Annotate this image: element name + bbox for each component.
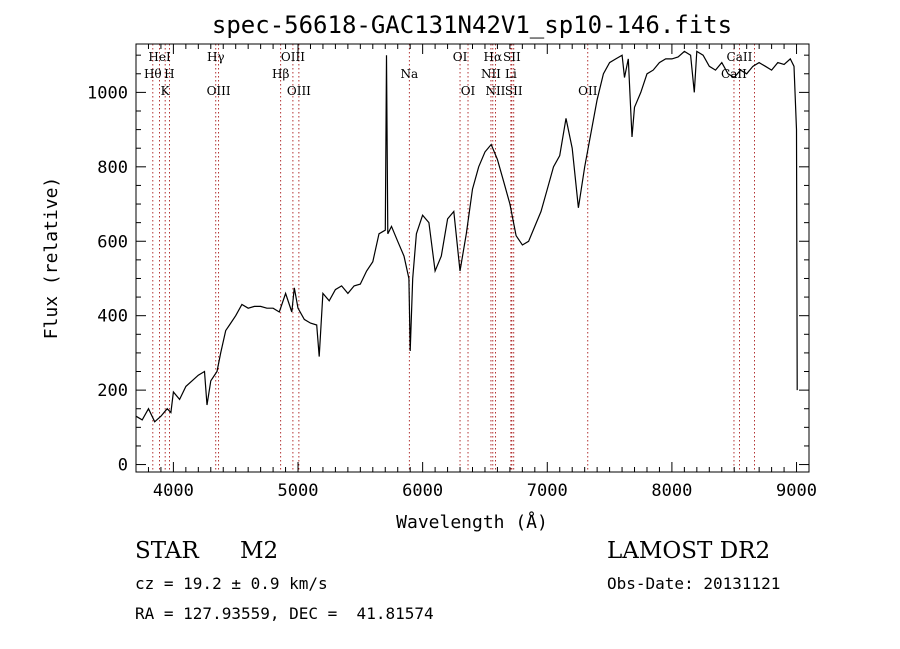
line-label-2: H: [164, 67, 174, 81]
plot-frame: [135, 43, 810, 473]
x-tick-label: 9000: [776, 481, 817, 501]
line-label-13: NII: [481, 67, 501, 81]
line-label-8: OIII: [287, 84, 311, 98]
line-label-0: HeI: [148, 50, 171, 64]
y-tick-label: 0: [118, 456, 128, 476]
object-class: STAR: [135, 538, 199, 564]
y-tick-label: 1000: [87, 83, 128, 103]
line-label-14: NII: [485, 84, 505, 98]
line-label-12: Hα: [484, 50, 503, 64]
x-tick-label: 6000: [402, 481, 443, 501]
x-axis-label: Wavelength (Å): [396, 511, 548, 533]
x-tick-label: 8000: [651, 481, 692, 501]
redshift-cz: cz = 19.2 ± 0.9 km/s: [135, 574, 328, 593]
survey-name: LAMOST DR2: [607, 538, 771, 564]
observation-date: Obs-Date: 20131121: [607, 574, 781, 593]
coordinates: RA = 127.93559, DEC = 41.81574: [135, 604, 434, 623]
line-label-15: SII: [503, 50, 521, 64]
line-label-18: OII: [578, 84, 598, 98]
object-subclass: M2: [240, 538, 279, 564]
line-label-11: OI: [461, 84, 476, 98]
line-label-17: SII: [505, 84, 523, 98]
y-tick-label: 800: [97, 158, 128, 178]
x-tick-label: 4000: [153, 481, 194, 501]
line-label-7: Hβ: [272, 67, 289, 81]
line-label-5: OIII: [207, 84, 231, 98]
line-label-9: Na: [400, 67, 418, 81]
spectral-line-markers: [152, 44, 755, 472]
y-axis-label: Flux (relative): [41, 177, 62, 340]
y-tick-label: 200: [97, 381, 128, 401]
line-label-16: Li: [505, 67, 517, 81]
line-label-19: CaII: [727, 50, 753, 64]
line-label-10: OI: [453, 50, 468, 64]
line-label-6: OIII: [281, 50, 305, 64]
y-axis-ticks: 0 200 400 600 800 1000: [87, 54, 809, 476]
spectrum-series-line: [135, 50, 798, 423]
x-axis-ticks: 4000 5000 6000 7000 8000 9000: [147, 44, 817, 501]
x-tick-label: 5000: [278, 481, 319, 501]
line-label-1: Hθ: [144, 67, 162, 81]
chart-title: spec-56618-GAC131N42V1_sp10-146.fits: [212, 11, 732, 39]
line-label-3: K: [161, 84, 171, 98]
line-label-4: Hγ: [207, 50, 225, 64]
x-tick-label: 7000: [527, 481, 568, 501]
y-tick-label: 400: [97, 307, 128, 327]
y-tick-label: 600: [97, 232, 128, 252]
